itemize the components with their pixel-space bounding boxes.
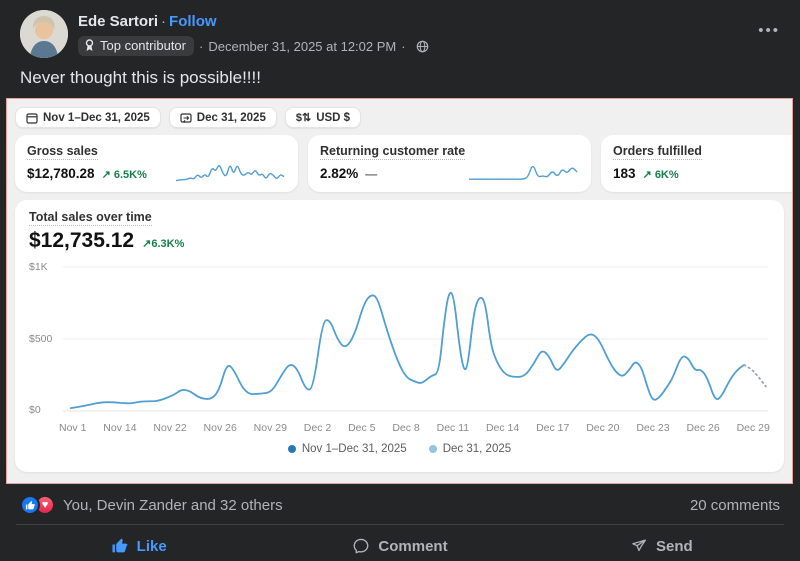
comment-bubble-icon — [353, 538, 369, 554]
x-axis-label: Dec 11 — [436, 422, 470, 434]
currency-swap-icon: $⇅ — [295, 112, 312, 124]
legend-label: Nov 1–Dec 31, 2025 — [301, 443, 407, 455]
reaction-icons[interactable]: ♥ — [20, 495, 55, 515]
sales-line-chart — [63, 261, 768, 416]
y-axis-label: $0 — [29, 404, 41, 416]
metric-delta: ↗ 6K% — [642, 169, 679, 181]
reaction-summary-row: ♥ You, Devin Zander and 32 others 20 com… — [0, 484, 800, 524]
follow-link[interactable]: Follow — [169, 13, 217, 30]
chart-plot-area: $1K $500 $0 — [29, 261, 768, 416]
chart-delta: ↗6.3K% — [142, 238, 185, 250]
x-axis-label: Dec 2 — [303, 422, 332, 434]
badge-label: Top contributor — [100, 38, 186, 53]
metric-title[interactable]: Orders fulfilled — [613, 144, 702, 160]
legend-dot — [287, 445, 296, 453]
compare-date-button[interactable]: Dec 31, 2025 — [168, 107, 277, 128]
sales-projection-line — [744, 365, 766, 387]
metric-card-returning-rate[interactable]: Returning customer rate 2.82% — — [308, 135, 591, 192]
separator-dot: · — [161, 13, 167, 30]
up-arrow-icon: ↗ — [101, 169, 111, 181]
post-options-button[interactable]: ••• — [758, 22, 780, 39]
chart-total-value: $12,735.12 — [29, 229, 135, 252]
x-axis-label: Dec 23 — [636, 422, 670, 434]
footer-divider — [16, 524, 784, 525]
metric-value: $12,780.28 — [27, 166, 95, 181]
metric-title[interactable]: Gross sales — [27, 144, 98, 160]
x-axis-label: Nov 22 — [153, 422, 187, 434]
x-axis-labels: Nov 1 Nov 14 Nov 22 Nov 26 Nov 29 Dec 2 Dec 5 D… — [59, 416, 770, 434]
up-arrow-icon: ↗ — [642, 169, 652, 181]
like-button[interactable]: Like — [8, 529, 269, 561]
metric-card-orders-fulfilled[interactable]: Orders fulfilled 183 ↗ 6K% — [601, 135, 792, 192]
action-bar: Like Comment Send — [0, 525, 800, 561]
legend-item-primary[interactable]: Nov 1–Dec 31, 2025 — [287, 443, 407, 455]
chart-title[interactable]: Total sales over time — [29, 210, 152, 226]
x-axis-label: Dec 17 — [536, 422, 570, 434]
comments-count[interactable]: 20 comments — [689, 496, 780, 514]
sparkline-path — [176, 166, 284, 181]
dashboard-toolbar: Nov 1–Dec 31, 2025 Dec 31, 2025 $⇅ USD $ — [7, 99, 792, 135]
x-axis-label: Nov 1 — [59, 422, 87, 434]
top-contributor-badge: Top contributor — [78, 36, 194, 56]
currency-button[interactable]: $⇅ USD $ — [284, 107, 362, 128]
like-reaction-icon — [20, 495, 40, 515]
sparkline-path — [469, 167, 577, 180]
avatar[interactable] — [20, 10, 68, 58]
chart-legend: Nov 1–Dec 31, 2025 Dec 31, 2025 — [29, 443, 770, 455]
metric-title[interactable]: Returning customer rate — [320, 144, 466, 160]
total-sales-chart-card[interactable]: Total sales over time $12,735.12 ↗6.3K% … — [15, 200, 784, 472]
compare-date-label: Dec 31, 2025 — [196, 111, 266, 124]
date-range-label: Nov 1–Dec 31, 2025 — [43, 111, 150, 124]
separator-dot: · — [199, 38, 204, 54]
legend-label: Dec 31, 2025 — [442, 443, 512, 455]
legend-dot — [428, 445, 437, 453]
thumbs-up-icon — [112, 538, 128, 553]
post-header: Ede Sartori · Follow Top contributor · Dec… — [0, 0, 800, 58]
metric-value: 2.82% — [320, 166, 359, 181]
x-axis-label: Nov 29 — [253, 422, 287, 434]
send-button[interactable]: Send — [531, 529, 792, 561]
reaction-summary-text[interactable]: You, Devin Zander and 32 others — [63, 496, 283, 514]
separator-dot: · — [401, 38, 406, 54]
sales-line — [71, 293, 744, 408]
returning-rate-sparkline — [467, 158, 579, 184]
x-axis-label: Dec 14 — [485, 422, 520, 434]
y-axis-label: $500 — [29, 333, 53, 345]
post-text: Never thought this is possible!!!! — [20, 68, 261, 87]
metric-delta: ↗ 6.5K% — [101, 169, 147, 181]
x-axis-label: Nov 26 — [203, 422, 237, 434]
award-icon — [85, 39, 94, 51]
metric-delta: — — [365, 167, 378, 181]
x-axis-label: Nov 14 — [103, 422, 137, 434]
comment-button[interactable]: Comment — [269, 529, 530, 561]
gross-sales-sparkline — [174, 158, 286, 184]
post-header-text: Ede Sartori · Follow Top contributor · Dec… — [78, 10, 429, 56]
legend-item-comparison[interactable]: Dec 31, 2025 — [428, 443, 512, 455]
up-arrow-icon: ↗ — [142, 238, 152, 250]
avatar-image — [20, 10, 68, 58]
metric-value: 183 — [613, 166, 636, 181]
calendar-icon — [26, 112, 38, 124]
metric-cards-row: Gross sales $12,780.28 ↗ 6.5K% Returning… — [7, 135, 792, 192]
calendar-compare-icon — [180, 112, 192, 123]
y-axis-label: $1K — [29, 261, 48, 273]
post-timestamp[interactable]: December 31, 2025 at 12:02 PM — [208, 38, 397, 54]
metric-card-gross-sales[interactable]: Gross sales $12,780.28 ↗ 6.5K% — [15, 135, 298, 192]
dashboard-screenshot[interactable]: Nov 1–Dec 31, 2025 Dec 31, 2025 $⇅ USD $… — [6, 98, 793, 484]
x-axis-label: Dec 26 — [686, 422, 720, 434]
date-range-button[interactable]: Nov 1–Dec 31, 2025 — [15, 107, 161, 128]
x-axis-label: Dec 29 — [736, 422, 770, 434]
currency-label: USD $ — [316, 111, 351, 124]
send-plane-icon — [632, 539, 646, 552]
x-axis-label: Dec 8 — [392, 422, 420, 434]
author-name[interactable]: Ede Sartori — [78, 13, 159, 30]
globe-privacy-icon — [416, 40, 428, 52]
x-axis-label: Dec 20 — [586, 422, 620, 434]
x-axis-label: Dec 5 — [348, 422, 376, 434]
